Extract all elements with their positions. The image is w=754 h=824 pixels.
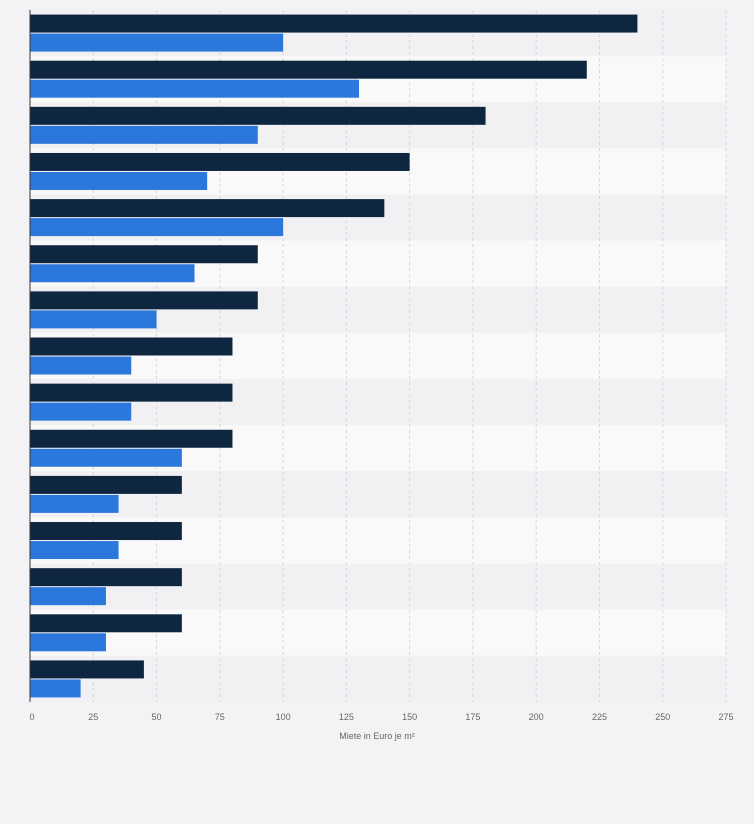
x-tick-label: 50 <box>152 712 162 722</box>
bar <box>30 568 182 587</box>
x-tick-label: 275 <box>718 712 733 722</box>
bar <box>30 494 119 513</box>
bar <box>30 587 106 606</box>
bar <box>30 337 233 356</box>
x-tick-labels: 0 25 50 75 100 125 150 175 200 225 250 275 <box>29 712 733 722</box>
x-tick-label: 0 <box>29 712 34 722</box>
x-tick-label: 175 <box>465 712 480 722</box>
bar <box>30 679 81 698</box>
x-tick-label: 250 <box>655 712 670 722</box>
bar <box>30 522 182 541</box>
bar <box>30 106 486 125</box>
bar <box>30 171 208 190</box>
bar <box>30 125 258 144</box>
x-tick-label: 25 <box>88 712 98 722</box>
bar <box>30 14 638 33</box>
bar <box>30 633 106 652</box>
x-axis-label: Miete in Euro je m² <box>339 731 415 741</box>
gridlines <box>92 10 727 702</box>
bar <box>30 660 144 679</box>
row-band <box>30 655 726 702</box>
bar <box>30 614 182 633</box>
bar <box>30 152 410 171</box>
bar <box>30 541 119 560</box>
bar <box>30 383 233 402</box>
x-tick-label: 200 <box>529 712 544 722</box>
bar <box>30 33 284 52</box>
bar <box>30 448 182 467</box>
x-tick-label: 125 <box>339 712 354 722</box>
bar <box>30 79 360 98</box>
x-tick-label: 150 <box>402 712 417 722</box>
bar <box>30 60 587 79</box>
bar <box>30 310 157 329</box>
bar <box>30 402 132 421</box>
row-bands <box>30 10 726 702</box>
bars <box>30 14 638 698</box>
bar <box>30 356 132 375</box>
x-tick-label: 225 <box>592 712 607 722</box>
bar <box>30 199 385 218</box>
bar <box>30 245 258 264</box>
bar <box>30 291 258 310</box>
x-tick-label: 100 <box>276 712 291 722</box>
bar <box>30 264 195 283</box>
bar <box>30 218 284 237</box>
bar <box>30 429 233 448</box>
x-tick-label: 75 <box>215 712 225 722</box>
bar <box>30 475 182 494</box>
